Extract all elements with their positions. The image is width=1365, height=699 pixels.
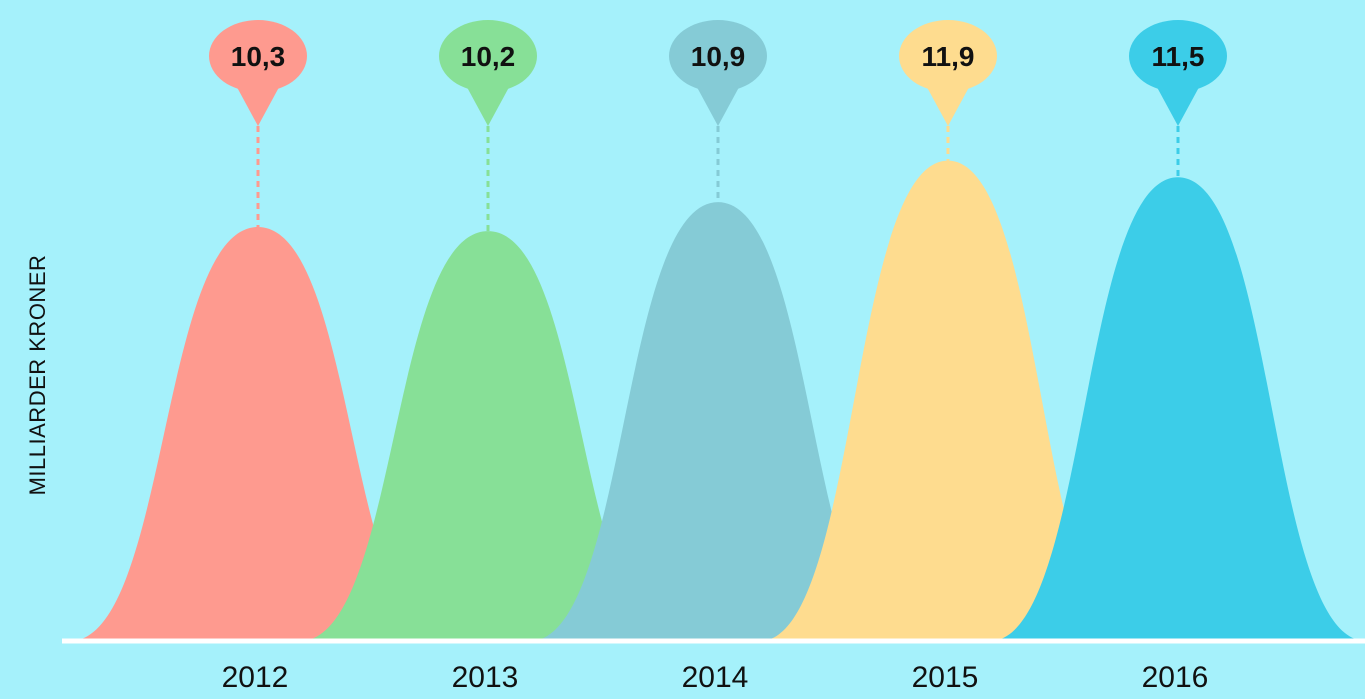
- value-pin-2012: 10,3: [209, 20, 307, 126]
- value-label: 10,2: [461, 41, 516, 72]
- value-label: 11,9: [922, 41, 975, 72]
- value-pin-2013: 10,2: [439, 20, 537, 126]
- y-axis-label: MILLIARDER KRONER: [25, 254, 50, 496]
- x-tick-label: 2014: [682, 661, 749, 694]
- peak-2015: [760, 160, 1136, 641]
- x-tick-label: 2012: [222, 661, 289, 694]
- x-tick-label: 2013: [452, 661, 519, 694]
- value-label: 10,9: [691, 41, 746, 72]
- value-pin-2014: 10,9: [669, 20, 767, 126]
- peak-2013: [300, 231, 676, 641]
- peak-2014: [530, 202, 906, 641]
- x-tick-label: 2016: [1142, 661, 1209, 694]
- value-label: 10,3: [231, 41, 286, 72]
- value-pin-2015: 11,9: [899, 20, 997, 126]
- x-tick-label: 2015: [912, 661, 979, 694]
- value-label: 11,5: [1152, 41, 1205, 72]
- value-pin-2016: 11,5: [1129, 20, 1227, 126]
- peak-2016: [990, 177, 1365, 641]
- peak-2012: [70, 227, 446, 641]
